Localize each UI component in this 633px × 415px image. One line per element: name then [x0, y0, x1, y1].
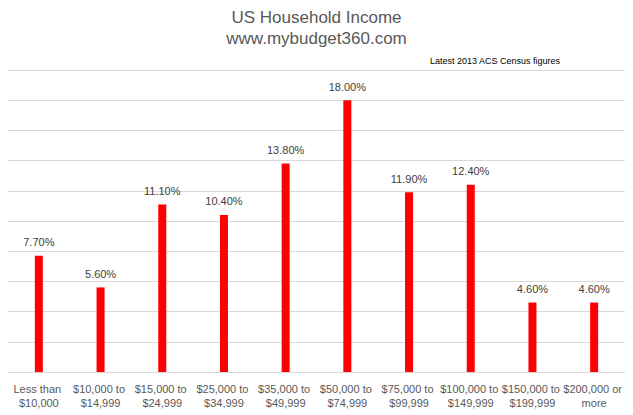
svg-text:Less than: Less than — [13, 383, 64, 395]
svg-text:4.60%: 4.60% — [579, 283, 610, 295]
svg-text:$10,000: $10,000 — [19, 397, 59, 409]
svg-text:US Household Income: US Household Income — [231, 8, 401, 27]
svg-text:4.60%: 4.60% — [517, 283, 548, 295]
svg-text:$100,000 to: $100,000 to — [440, 383, 501, 395]
svg-text:18.00%: 18.00% — [329, 81, 367, 93]
svg-text:$75,000 to: $75,000 to — [382, 383, 437, 395]
svg-text:$149,999: $149,999 — [448, 397, 494, 409]
svg-text:$74,999: $74,999 — [327, 397, 367, 409]
svg-text:11.90%: 11.90% — [391, 173, 428, 185]
svg-text:$14,999: $14,999 — [81, 397, 121, 409]
svg-text:7.70%: 7.70% — [23, 236, 54, 248]
svg-text:$199,999: $199,999 — [510, 397, 556, 409]
svg-text:$99,999: $99,999 — [389, 397, 429, 409]
svg-text:$200,000 or: $200,000 or — [563, 383, 625, 395]
svg-text:$49,999: $49,999 — [266, 397, 306, 409]
svg-text:more: more — [582, 397, 607, 409]
svg-text:10.40%: 10.40% — [205, 195, 243, 207]
svg-text:www.mybudget360.com: www.mybudget360.com — [225, 29, 406, 48]
svg-text:$34,999: $34,999 — [204, 397, 244, 409]
svg-text:$35,000 to: $35,000 to — [258, 383, 313, 395]
svg-text:$150,000 to: $150,000 to — [502, 383, 563, 395]
svg-text:$50,000 to: $50,000 to — [320, 383, 375, 395]
svg-text:$10,000 to: $10,000 to — [73, 383, 128, 395]
svg-text:5.60%: 5.60% — [85, 268, 116, 280]
svg-text:13.80%: 13.80% — [267, 144, 305, 156]
svg-text:Latest 2013 ACS Census figures: Latest 2013 ACS Census figures — [430, 56, 561, 66]
svg-text:$24,999: $24,999 — [142, 397, 182, 409]
svg-text:11.10%: 11.10% — [144, 185, 181, 197]
svg-text:$25,000 to: $25,000 to — [196, 383, 251, 395]
svg-text:12.40%: 12.40% — [452, 165, 490, 177]
svg-text:$15,000 to: $15,000 to — [135, 383, 190, 395]
